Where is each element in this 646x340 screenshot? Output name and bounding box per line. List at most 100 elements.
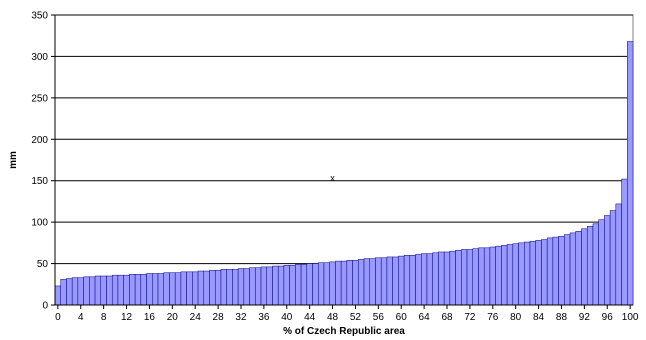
bar	[277, 265, 285, 306]
bar	[621, 178, 628, 306]
bar	[220, 269, 227, 306]
bar	[312, 263, 319, 306]
y-tick-label: 150	[31, 176, 48, 187]
x-tick-label: 92	[579, 312, 591, 323]
bar	[495, 245, 502, 306]
bar	[186, 271, 193, 306]
bar	[449, 250, 456, 306]
bar	[358, 259, 365, 306]
bar	[392, 256, 399, 306]
bar	[604, 215, 611, 306]
y-tick-label: 100	[31, 218, 48, 229]
bar	[592, 223, 599, 306]
bar	[134, 274, 142, 306]
bar	[214, 269, 222, 306]
x-tick-label: 40	[281, 312, 293, 323]
x-tick-label: 76	[487, 312, 499, 323]
bar	[203, 270, 210, 306]
bar	[272, 265, 279, 306]
bar	[106, 275, 113, 306]
bar	[129, 274, 136, 306]
bar	[260, 266, 267, 306]
bar	[318, 262, 325, 306]
bar	[123, 274, 130, 306]
x-tick-label: 12	[121, 312, 133, 323]
bar	[615, 203, 622, 306]
bar	[335, 260, 342, 306]
bar	[380, 257, 388, 306]
x-tick-label: 84	[533, 312, 545, 323]
bar	[323, 262, 330, 306]
x-tick-label: 8	[101, 312, 107, 323]
bar	[363, 258, 370, 306]
bar	[169, 272, 176, 306]
x-tick-label: 52	[350, 312, 362, 323]
bar	[71, 277, 79, 306]
y-axis-title: mm	[8, 151, 19, 169]
bar	[443, 251, 451, 306]
bar	[100, 275, 107, 306]
bar	[426, 253, 433, 306]
bar	[77, 277, 84, 306]
x-tick-label: 68	[441, 312, 453, 323]
bar	[140, 274, 147, 306]
bar	[506, 244, 514, 306]
bar	[232, 269, 239, 306]
bar	[111, 274, 119, 306]
bar	[541, 239, 548, 306]
bar	[146, 273, 153, 306]
bar	[83, 276, 90, 306]
bar	[174, 272, 182, 306]
x-tick-label: 36	[258, 312, 270, 323]
bar	[300, 264, 308, 306]
bar	[478, 247, 485, 306]
x-tick-label: 96	[602, 312, 614, 323]
bar	[524, 241, 531, 306]
bar	[117, 274, 124, 306]
annotation-x-marker: x	[330, 173, 335, 183]
bar	[564, 234, 571, 306]
bar	[375, 257, 382, 306]
bar	[432, 252, 439, 306]
bar	[461, 249, 468, 306]
x-tick-label: 32	[235, 312, 247, 323]
bar	[483, 247, 491, 306]
y-axis: 0 50 100 150 200 250 300 350	[31, 11, 56, 312]
x-tick-label: 100	[622, 312, 639, 323]
y-tick-label: 200	[31, 135, 48, 146]
x-tick-label: 16	[144, 312, 156, 323]
x-tick-label: 80	[510, 312, 522, 323]
bar	[581, 228, 588, 306]
bar	[329, 261, 336, 306]
bar	[340, 260, 348, 306]
bar	[609, 210, 617, 306]
bar	[575, 231, 582, 306]
bar	[192, 271, 199, 306]
bar	[489, 246, 496, 306]
bar	[197, 270, 205, 306]
bar	[415, 254, 422, 306]
bar	[535, 240, 542, 306]
bar	[352, 260, 359, 306]
bar	[266, 266, 273, 306]
bar	[409, 255, 416, 306]
x-tick-label: 56	[373, 312, 385, 323]
bar	[558, 235, 565, 306]
bar	[552, 236, 559, 306]
bar	[501, 245, 508, 306]
x-tick-label: 0	[55, 312, 61, 323]
bar	[152, 273, 159, 306]
x-tick-label: 60	[396, 312, 408, 323]
bar	[283, 264, 290, 306]
bar	[54, 285, 61, 306]
bar	[546, 237, 554, 306]
x-tick-label: 24	[190, 312, 202, 323]
bar	[512, 243, 519, 306]
bar	[518, 242, 525, 306]
y-tick-label: 300	[31, 52, 48, 63]
bar	[403, 255, 411, 306]
x-tick-label: 44	[304, 312, 316, 323]
x-tick-label: 64	[419, 312, 431, 323]
bar	[226, 269, 233, 306]
